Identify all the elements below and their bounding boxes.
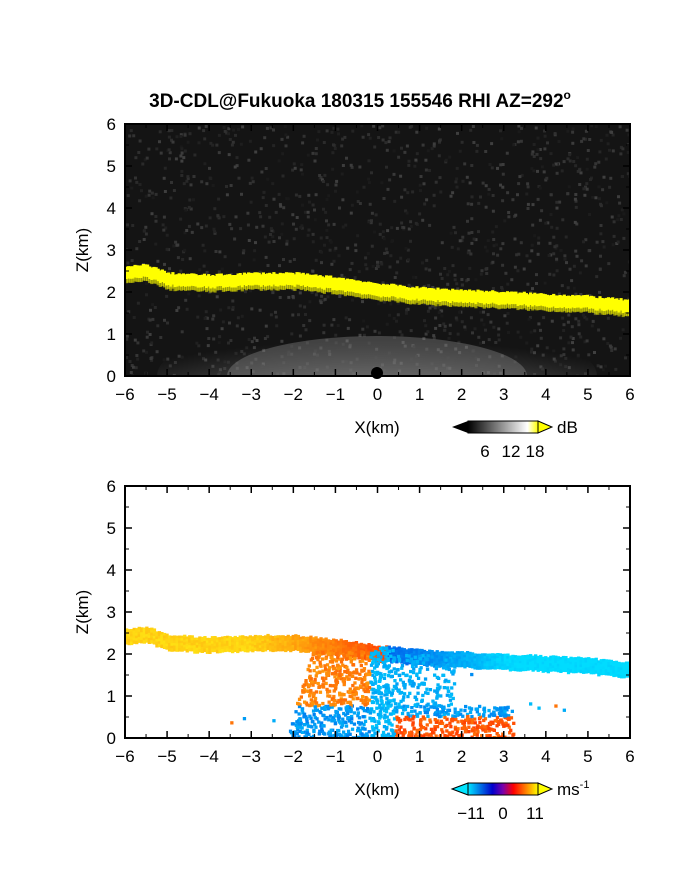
- x-tick-label: 4: [541, 385, 550, 404]
- x-tick-label: 3: [499, 385, 508, 404]
- velocity-tick-min: −11: [457, 804, 485, 823]
- db-tick-18: 18: [526, 442, 545, 461]
- db-tick-6: 6: [480, 442, 489, 461]
- velocity-colorbar: ms-1 −11 0 11: [450, 779, 589, 823]
- figure-title: 3D-CDL@Fukuoka 180315 155546 RHI AZ=292o: [149, 88, 571, 112]
- x-axis-title: X(km): [354, 780, 399, 799]
- x-tick-label: −1: [326, 385, 345, 404]
- x-tick-label: 4: [541, 747, 550, 766]
- x-tick-label: −5: [157, 385, 176, 404]
- x-tick-label: −2: [284, 385, 303, 404]
- y-axis-title: Z(km): [73, 228, 92, 272]
- y-tick-label: 1: [107, 325, 116, 344]
- y-tick-label: 0: [107, 729, 116, 748]
- db-colorbar: dB 6 12 18: [452, 418, 578, 461]
- velocity-unit-label: ms-1: [557, 779, 589, 799]
- y-tick-label: 0: [107, 367, 116, 386]
- x-tick-label: 1: [415, 747, 424, 766]
- velocity-field: [125, 626, 630, 738]
- x-tick-label: 6: [625, 385, 634, 404]
- db-unit-label: dB: [557, 418, 578, 437]
- db-colorbar-high-arrow: [537, 420, 554, 434]
- velocity-colorbar-gradient: [467, 782, 539, 796]
- ground-echo: [157, 316, 597, 376]
- db-tick-12: 12: [502, 442, 521, 461]
- x-tick-label: 0: [373, 385, 382, 404]
- y-tick-label: 2: [107, 645, 116, 664]
- x-tick-label: −4: [199, 747, 218, 766]
- velocity-background: [125, 486, 630, 738]
- velocity-tick-zero: 0: [498, 804, 507, 823]
- x-tick-label: −6: [115, 385, 134, 404]
- y-tick-label: 3: [107, 603, 116, 622]
- x-tick-label: 3: [499, 747, 508, 766]
- velocity-colorbar-low-arrow: [450, 782, 469, 796]
- velocity-colorbar-high-arrow: [537, 782, 554, 796]
- x-tick-label: −2: [284, 747, 303, 766]
- db-colorbar-gradient: [467, 420, 539, 434]
- db-colorbar-low-arrow: [452, 421, 468, 433]
- y-tick-label: 5: [107, 157, 116, 176]
- x-tick-label: 2: [457, 747, 466, 766]
- y-axis-title: Z(km): [73, 590, 92, 634]
- velocity-axes: −6 −5 −4 −3 −2 −1 0 1 2 3 4 5 6 0 1 2 3 4 5 6: [107, 477, 635, 766]
- x-tick-label: −5: [157, 747, 176, 766]
- velocity-tick-max: 11: [526, 804, 544, 823]
- x-tick-label: 0: [373, 747, 382, 766]
- velocity-panel: −6 −5 −4 −3 −2 −1 0 1 2 3 4 5 6 0 1 2 3 4 5 6 X(km) Z(km) m…: [73, 477, 635, 823]
- y-tick-label: 2: [107, 283, 116, 302]
- x-tick-label: 2: [457, 385, 466, 404]
- x-tick-label: −4: [199, 385, 218, 404]
- x-tick-label: 5: [583, 747, 592, 766]
- x-tick-label: 6: [625, 747, 634, 766]
- x-tick-label: 1: [415, 385, 424, 404]
- y-tick-label: 5: [107, 519, 116, 538]
- x-tick-label: −3: [242, 747, 261, 766]
- y-tick-label: 3: [107, 241, 116, 260]
- cloud-layer-echo: [125, 264, 630, 318]
- y-tick-label: 4: [107, 199, 116, 218]
- x-tick-label: −6: [115, 747, 134, 766]
- reflectivity-axes: −6 −5 −4 −3 −2 −1 0 1 2 3 4 5 6 0 1 2 3 4 5 6: [107, 115, 635, 404]
- y-tick-label: 1: [107, 687, 116, 706]
- x-tick-label: 5: [583, 385, 592, 404]
- x-tick-label: −3: [242, 385, 261, 404]
- x-axis-title: X(km): [354, 418, 399, 437]
- y-tick-label: 6: [107, 477, 116, 496]
- x-tick-label: −1: [326, 747, 345, 766]
- y-tick-label: 6: [107, 115, 116, 134]
- y-tick-label: 4: [107, 561, 116, 580]
